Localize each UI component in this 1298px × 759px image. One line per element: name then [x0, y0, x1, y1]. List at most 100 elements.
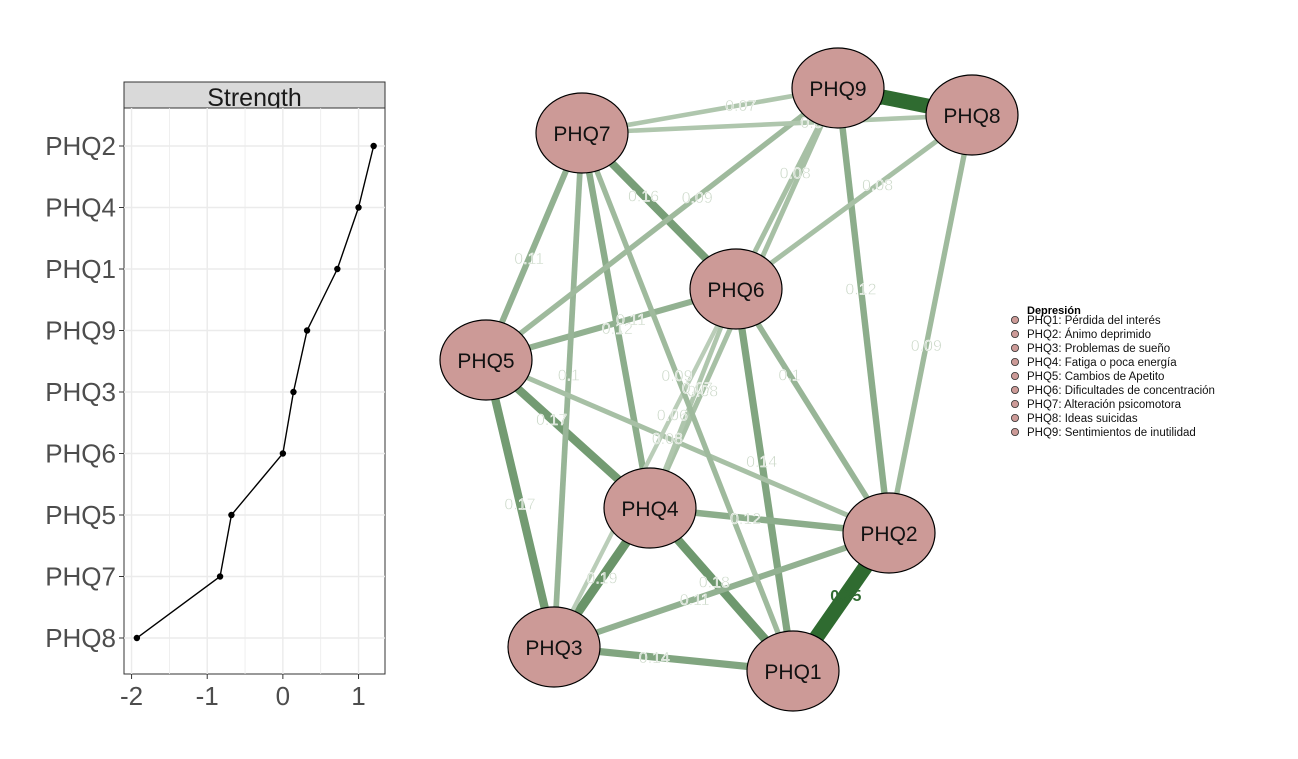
- edge-label-phq3-phq4: 0.19: [586, 571, 617, 588]
- edge-label-phq6-phq1: 0.14: [746, 454, 777, 471]
- legend-item: PHQ6: Dificultades de concentración: [1027, 385, 1215, 397]
- node-label: PHQ2: [860, 523, 917, 546]
- node-label: PHQ3: [525, 637, 582, 660]
- node-phq6: PHQ6: [689, 248, 783, 330]
- edge-label-phq8-phq9: 0.35: [876, 92, 907, 109]
- legend-marker: [1011, 413, 1020, 422]
- node-phq1: PHQ1: [746, 630, 840, 712]
- edge-labels: 0.35 0.35 0.19 0.18 0.17 0.17 0.16 0.14 0.14 0.12…: [504, 92, 942, 668]
- node-circle: [925, 74, 1019, 156]
- legend-marker: [1011, 371, 1020, 380]
- edge-label-phq8-phq2: 0.09: [911, 338, 942, 355]
- node-label: PHQ1: [764, 661, 821, 684]
- edge-label-phq4-phq2: 0.12: [730, 511, 761, 528]
- strip-title: Strength: [207, 84, 302, 112]
- node-phq9: PHQ9: [791, 47, 885, 129]
- strength-point-phq9: [303, 327, 311, 334]
- node-circle: [535, 92, 629, 174]
- edge-label-phq7-phq4: 0.12: [602, 321, 633, 338]
- strength-point-phq6: [279, 450, 287, 457]
- strength-point-phq7: [216, 573, 224, 580]
- y-tick-label: PHQ5: [45, 500, 116, 530]
- edge-label-phq5-phq3: 0.17: [504, 497, 535, 514]
- nodes: PHQ1 PHQ2 PHQ3 PHQ4 PHQ5 PHQ6 PHQ7 PHQ8 PHQ9: [439, 47, 1019, 712]
- node-circle: [842, 492, 936, 574]
- y-tick-label: PHQ1: [45, 254, 116, 284]
- node-label: PHQ5: [457, 350, 514, 373]
- x-tick-label: -2: [120, 681, 143, 711]
- edge-label-phq9-phq4: 0.08: [687, 383, 718, 400]
- legend-marker: [1011, 399, 1020, 408]
- legend-item: PHQ2: Ánimo deprimido: [1027, 328, 1151, 341]
- network-graph: 0.35 0.35 0.19 0.18 0.17 0.17 0.16 0.14 0.14 0.12…: [439, 47, 1019, 712]
- legend-marker: [1011, 315, 1020, 324]
- y-axis-ticks: PHQ2 PHQ4 PHQ1 PHQ9 PHQ3 PHQ6 PHQ5 PHQ7 PHQ8: [45, 131, 124, 653]
- legend-marker: [1011, 427, 1020, 436]
- edge-label-phq9-phq6: 0.08: [780, 165, 811, 182]
- edge-phq7-phq1: [579, 132, 796, 672]
- edge-label-phq5-phq6: 0.11: [616, 312, 646, 329]
- y-tick-label: PHQ6: [45, 439, 116, 469]
- legend-item: PHQ3: Problemas de sueño: [1027, 343, 1170, 355]
- strength-point-phq2: [370, 142, 377, 150]
- plot-panel: [123, 107, 386, 675]
- edge-phq8-phq6: [734, 112, 974, 292]
- node-circle: [507, 606, 601, 688]
- node-phq4: PHQ4: [603, 467, 697, 549]
- strength-point-phq1: [334, 265, 341, 273]
- edge-phq7-phq3: [551, 132, 585, 648]
- strength-series: [133, 142, 377, 642]
- edge-label-phq4-phq1: 0.18: [699, 574, 730, 591]
- node-phq5: PHQ5: [439, 319, 533, 401]
- edge-phq3-phq2: [553, 530, 890, 650]
- strip-background: [123, 81, 386, 109]
- legend-item: PHQ5: Cambios de Apetito: [1027, 371, 1164, 383]
- strength-plot: Strength PHQ2PHQ4PHQ1PHQ9PHQ3PHQ6PHQ5PHQ…: [45, 81, 386, 711]
- edge-label-phq7-phq1: 0.09: [661, 368, 692, 385]
- edge-phq5-phq9: [484, 85, 840, 363]
- edge-label-phq1-phq2: 0.35: [830, 588, 861, 605]
- legend-item: PHQ8: Ideas suicidas: [1027, 413, 1138, 425]
- node-label: PHQ9: [809, 78, 866, 101]
- legend-marker: [1011, 343, 1020, 352]
- strength-point-phq3: [290, 388, 297, 396]
- legend-marker: [1011, 357, 1020, 366]
- node-circle: [746, 630, 840, 712]
- x-tick-label: 1: [351, 681, 365, 711]
- edge-label-phq7-phq5: 0.11: [514, 251, 544, 268]
- node-phq7: PHQ7: [535, 92, 629, 174]
- legend-marker: [1011, 385, 1020, 394]
- legend: Depresión PHQ1: Pérdida del interésPHQ2:…: [1011, 305, 1215, 439]
- edge-phq6-phq2: [733, 287, 892, 535]
- edge-label-phq6-phq4: 0.07: [682, 381, 713, 398]
- edge-label-phq7-phq6: 0.16: [628, 188, 659, 205]
- legend-title: Depresión: [1027, 305, 1081, 317]
- node-phq8: PHQ8: [925, 74, 1019, 156]
- legend-marker: [1011, 329, 1020, 338]
- node-label: PHQ6: [707, 279, 764, 302]
- edge-label-phq3-phq2: 0.11: [680, 592, 710, 609]
- node-phq2: PHQ2: [842, 492, 936, 574]
- edge-label-phq5-phq4: 0.17: [536, 412, 567, 429]
- node-circle: [439, 319, 533, 401]
- x-axis-ticks: -2 -1 0 1: [120, 674, 366, 711]
- edge-label-phq3-phq1: 0.14: [639, 650, 670, 667]
- node-label: PHQ7: [553, 123, 610, 146]
- legend-item: PHQ4: Fatiga o poca energía: [1027, 357, 1177, 369]
- edge-phq8-phq2: [886, 114, 975, 534]
- y-tick-label: PHQ2: [45, 131, 116, 161]
- x-tick-label: 0: [276, 681, 290, 711]
- x-tick-label: -1: [196, 681, 219, 711]
- y-tick-label: PHQ4: [45, 193, 116, 223]
- edge-phq5-phq3: [481, 359, 559, 648]
- edge-label-phq6-phq2: 0.1: [778, 367, 800, 384]
- node-circle: [603, 467, 697, 549]
- node-label: PHQ8: [943, 105, 1000, 128]
- edge-label-phq6-phq3: 0.06: [657, 407, 688, 424]
- legend-item: PHQ1: Pérdida del interés: [1027, 315, 1161, 327]
- y-tick-label: PHQ9: [45, 316, 116, 346]
- edge-label-phq5-phq9: 0.09: [682, 190, 713, 207]
- edge-label-phq8-phq6: 0.08: [862, 178, 893, 195]
